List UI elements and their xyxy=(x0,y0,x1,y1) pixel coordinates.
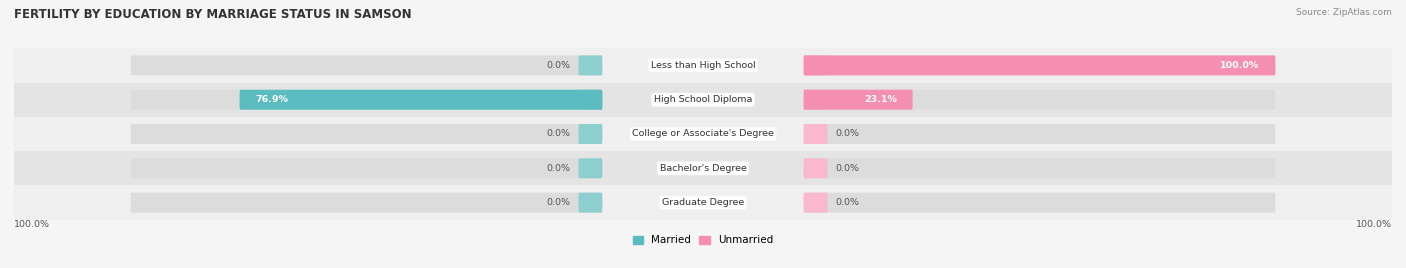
Bar xyxy=(14,83,1392,117)
Text: Bachelor's Degree: Bachelor's Degree xyxy=(659,164,747,173)
FancyBboxPatch shape xyxy=(804,90,1275,110)
Text: 100.0%: 100.0% xyxy=(1355,220,1392,229)
FancyBboxPatch shape xyxy=(578,124,602,144)
FancyBboxPatch shape xyxy=(131,158,602,178)
FancyBboxPatch shape xyxy=(239,90,602,110)
FancyBboxPatch shape xyxy=(131,55,602,75)
Text: 100.0%: 100.0% xyxy=(14,220,51,229)
FancyBboxPatch shape xyxy=(131,124,602,144)
Bar xyxy=(14,185,1392,220)
FancyBboxPatch shape xyxy=(131,90,602,110)
FancyBboxPatch shape xyxy=(804,55,828,75)
Text: 0.0%: 0.0% xyxy=(835,129,859,139)
FancyBboxPatch shape xyxy=(804,193,1275,213)
FancyBboxPatch shape xyxy=(578,55,602,75)
Text: 0.0%: 0.0% xyxy=(547,164,571,173)
Text: 76.9%: 76.9% xyxy=(256,95,288,104)
Text: 0.0%: 0.0% xyxy=(547,198,571,207)
FancyBboxPatch shape xyxy=(578,90,602,110)
Text: Source: ZipAtlas.com: Source: ZipAtlas.com xyxy=(1296,8,1392,17)
FancyBboxPatch shape xyxy=(578,193,602,213)
Text: 100.0%: 100.0% xyxy=(1220,61,1260,70)
Legend: Married, Unmarried: Married, Unmarried xyxy=(633,235,773,245)
Bar xyxy=(14,151,1392,185)
Text: 0.0%: 0.0% xyxy=(835,164,859,173)
FancyBboxPatch shape xyxy=(804,55,1275,75)
FancyBboxPatch shape xyxy=(804,90,912,110)
Text: 0.0%: 0.0% xyxy=(547,61,571,70)
Text: 0.0%: 0.0% xyxy=(835,198,859,207)
Text: Graduate Degree: Graduate Degree xyxy=(662,198,744,207)
FancyBboxPatch shape xyxy=(804,124,1275,144)
Bar xyxy=(14,48,1392,83)
FancyBboxPatch shape xyxy=(804,90,828,110)
Text: College or Associate's Degree: College or Associate's Degree xyxy=(633,129,773,139)
FancyBboxPatch shape xyxy=(804,193,828,213)
Text: 0.0%: 0.0% xyxy=(547,129,571,139)
FancyBboxPatch shape xyxy=(804,55,1275,75)
Bar xyxy=(14,117,1392,151)
FancyBboxPatch shape xyxy=(804,158,828,178)
FancyBboxPatch shape xyxy=(804,158,1275,178)
FancyBboxPatch shape xyxy=(578,158,602,178)
Text: FERTILITY BY EDUCATION BY MARRIAGE STATUS IN SAMSON: FERTILITY BY EDUCATION BY MARRIAGE STATU… xyxy=(14,8,412,21)
Text: 23.1%: 23.1% xyxy=(863,95,897,104)
Text: High School Diploma: High School Diploma xyxy=(654,95,752,104)
Text: Less than High School: Less than High School xyxy=(651,61,755,70)
FancyBboxPatch shape xyxy=(804,124,828,144)
FancyBboxPatch shape xyxy=(131,193,602,213)
